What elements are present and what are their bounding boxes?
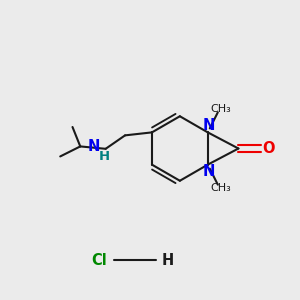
Text: N: N (203, 118, 215, 133)
Text: Cl: Cl (91, 253, 107, 268)
Text: H: H (99, 150, 110, 163)
Text: N: N (203, 164, 215, 179)
Text: CH₃: CH₃ (211, 104, 232, 114)
Text: CH₃: CH₃ (211, 183, 232, 193)
Text: N: N (88, 139, 100, 154)
Text: H: H (162, 253, 174, 268)
Text: O: O (262, 141, 274, 156)
